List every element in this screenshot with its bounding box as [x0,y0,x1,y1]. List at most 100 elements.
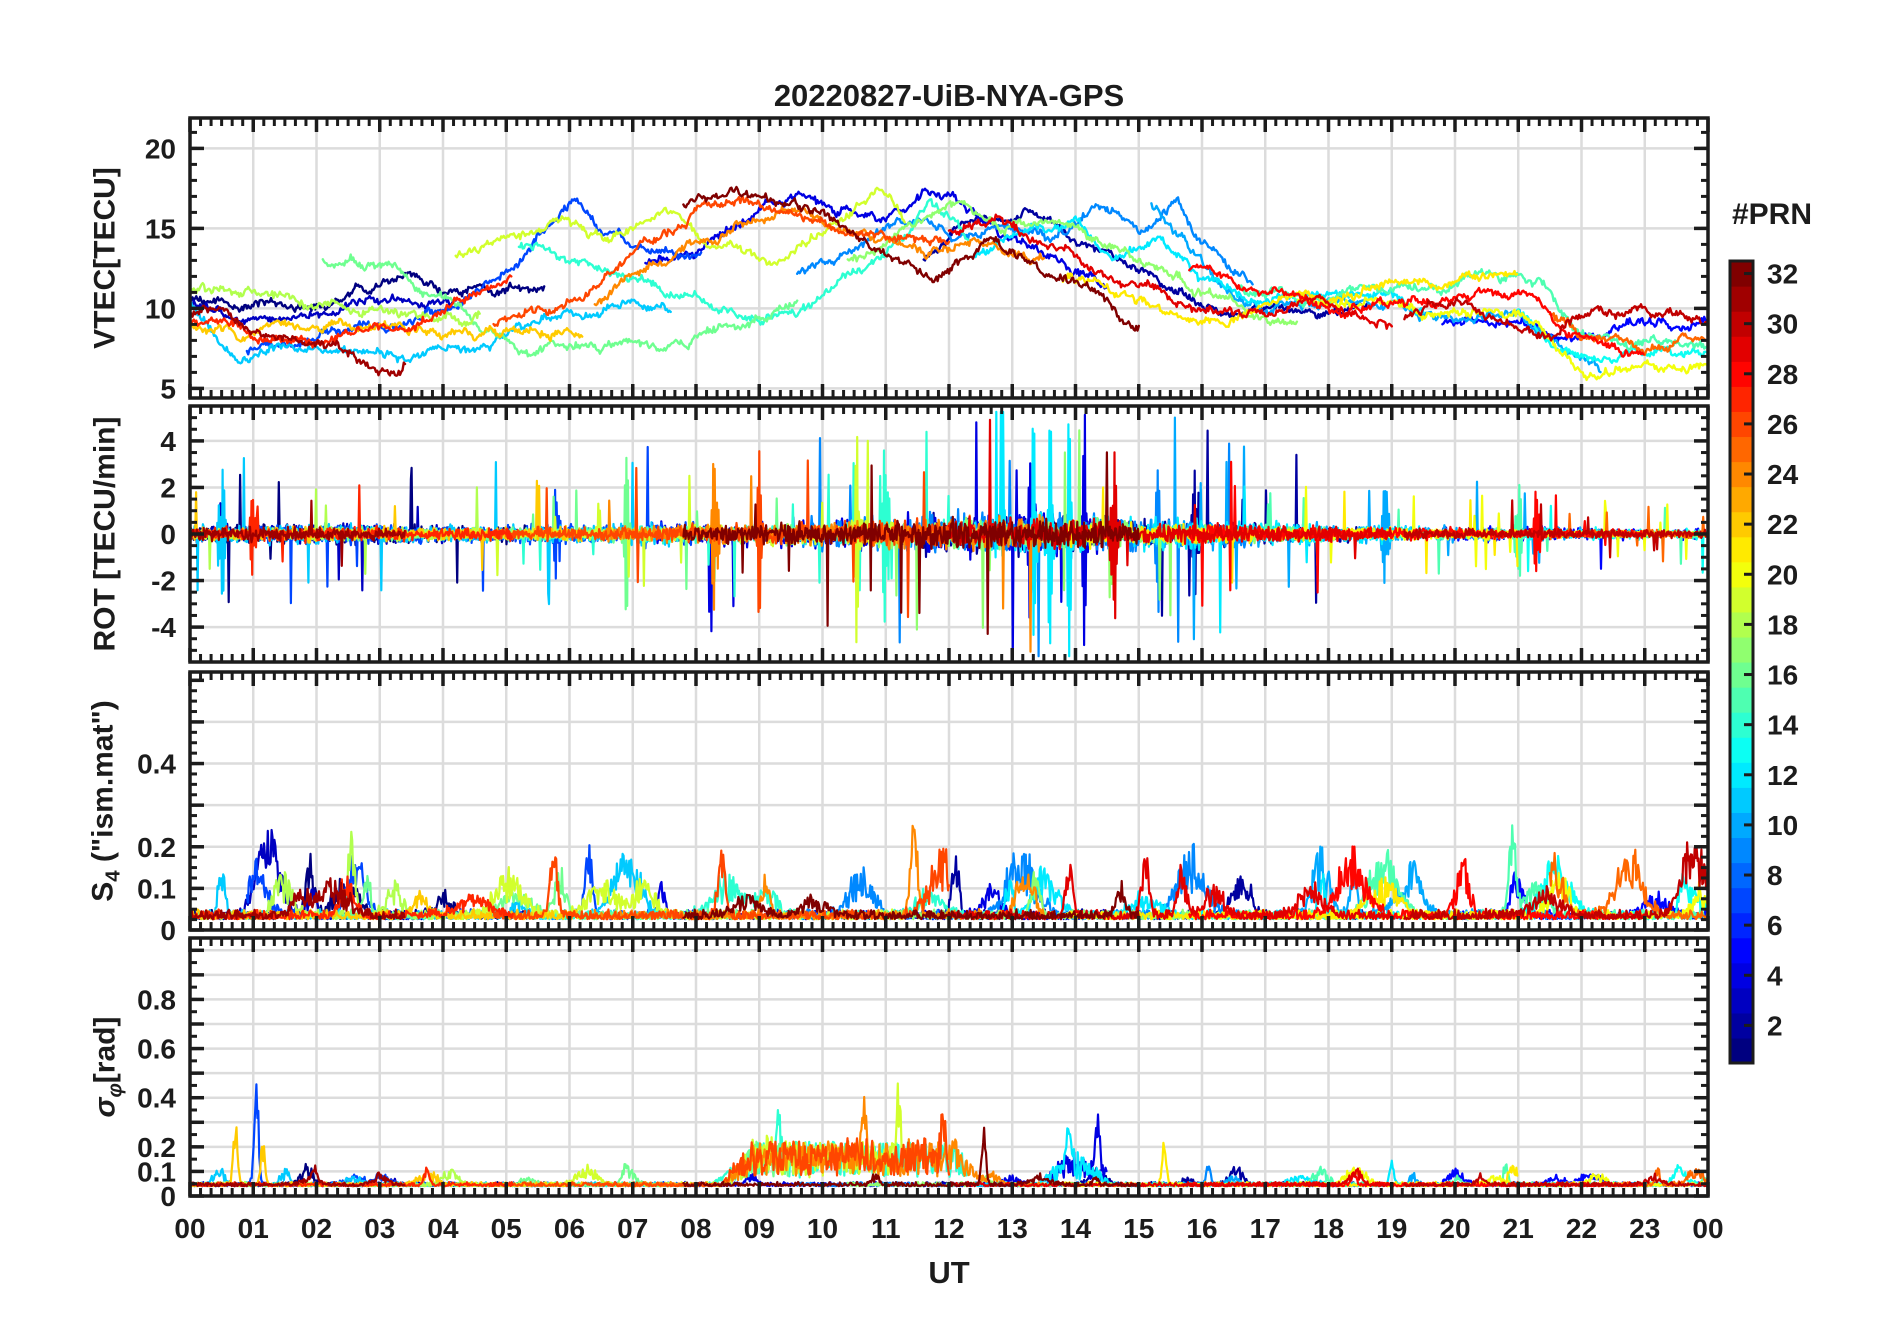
series-group-s4 [191,824,1707,921]
series-prn-24 [593,205,1046,307]
chart-title: 20220827-UiB-NYA-GPS [773,78,1125,113]
y-tick-label: 0.4 [137,1083,176,1114]
x-tick-label: 17 [1250,1213,1281,1244]
colorbar-tick-label: 26 [1767,409,1798,440]
colorbar-segment [1730,937,1753,964]
colorbar-tick-label: 32 [1767,259,1798,290]
series-prn-32 [682,451,1140,636]
series-prn-28 [1188,263,1645,358]
y-tick-label: 0 [160,1181,176,1212]
colorbar-tick-label: 4 [1767,960,1783,991]
x-tick-label: 13 [997,1213,1028,1244]
colorbar-segment [1730,436,1753,463]
panel-rot: -4 -2 0 2 4 [151,404,1710,664]
colorbar-segment [1730,712,1753,738]
y-tick-label: 0.1 [137,873,176,904]
colorbar-segment [1730,1012,1753,1039]
x-tick-label: 11 [871,1213,901,1244]
x-tick-label: 22 [1566,1213,1597,1244]
series-prn-13 [1517,308,1707,364]
colorbar-tick-label: 22 [1767,509,1798,540]
colorbar-tick-label: 10 [1767,810,1798,841]
colorbar-segment [1730,361,1753,387]
x-tick-label: 08 [680,1213,711,1244]
colorbar-segment [1730,311,1753,337]
colorbar-tick-label: 14 [1767,710,1799,741]
x-tick-label: 00 [1692,1213,1723,1244]
colorbar-segment [1730,286,1753,312]
series-group-rot [191,410,1707,658]
colorbar-segment [1730,561,1753,588]
colorbar-segment [1730,511,1753,538]
series-prn-29 [947,857,1393,921]
series-prn-11 [191,298,672,365]
series-prn-30 [1403,297,1707,342]
series-prn-12 [973,215,1425,316]
y-tick-label: 15 [145,213,176,244]
series-prn-30 [1403,499,1707,559]
x-tick-label: 03 [364,1213,395,1244]
series-prn-16 [321,253,799,358]
x-tick-label: 04 [427,1213,459,1244]
colorbar-tick-label: 12 [1767,760,1798,791]
colorbar-segment [1730,912,1753,939]
colorbar-segment [1730,787,1753,813]
colorbar-tick-label: 24 [1767,459,1799,490]
series-prn-1 [191,270,546,313]
colorbar-segment [1730,837,1753,864]
colorbar-title: #PRN [1731,198,1813,231]
colorbar-segment [1730,1037,1753,1064]
y-tick-label: 20 [145,133,176,164]
colorbar-segment [1730,987,1753,1014]
y-tick-label: 0.4 [137,749,176,780]
colorbar-segment [1730,611,1753,638]
series-prn-24 [593,1095,1045,1188]
panel-sigma-phi: 00.10.2 0.4 0.6 0.8 00 01 02 03 04 05 06 07 08 09 10 11… [137,936,1724,1244]
colorbar-tick-label: 18 [1767,609,1798,640]
x-tick-label: 12 [933,1213,964,1244]
series-prn-2 [922,206,1368,320]
colorbar-segment [1730,962,1753,989]
colorbar-segment [1730,812,1753,839]
x-tick-label: 01 [238,1213,269,1244]
x-tick-label: 23 [1629,1213,1660,1244]
x-tick-label: 20 [1439,1213,1470,1244]
colorbar-segment [1730,887,1753,914]
x-tick-label: 07 [617,1213,648,1244]
x-tick-label: 16 [1186,1213,1217,1244]
x-tick-label: 14 [1060,1213,1092,1244]
colorbar-tick-label: 6 [1767,910,1783,941]
y-tick-label: 10 [145,293,176,324]
colorbar-segment [1730,636,1753,663]
x-tick-label: 00 [174,1213,205,1244]
x-tick-label: 02 [301,1213,332,1244]
colorbar-segment [1730,536,1753,563]
colorbar-segment [1730,486,1753,513]
y-tick-label: 0.6 [137,1034,176,1065]
series-prn-30 [1403,841,1707,921]
y-tick-label: 2 [160,472,176,503]
colorbar-border [1728,259,1755,1065]
y-tick-label: 0.2 [137,1132,176,1163]
series-prn-29 [947,418,1393,620]
series-prn-29 [947,213,1394,330]
series-prn-32 [682,185,1141,332]
x-axis-label: UT [928,1255,970,1290]
x-tick-label: 15 [1123,1213,1154,1244]
colorbar-segment [1730,862,1753,889]
colorbar-segment [1730,586,1753,613]
colorbar-segment [1730,737,1753,763]
series-prn-26 [492,195,951,327]
x-tick-label: 19 [1376,1213,1407,1244]
colorbar-segment [1730,261,1753,287]
colorbar-tick-label: 30 [1767,309,1798,340]
y-tick-label: 0.2 [137,832,176,863]
series-prn-14 [517,198,970,326]
colorbar-segment [1730,386,1753,412]
colorbar-segment [1730,687,1753,713]
y-tick-label: -4 [151,612,176,643]
panel-vtec: 5 10 15 20 [145,116,1710,404]
y-tick-label: 0.1 [137,1156,176,1187]
